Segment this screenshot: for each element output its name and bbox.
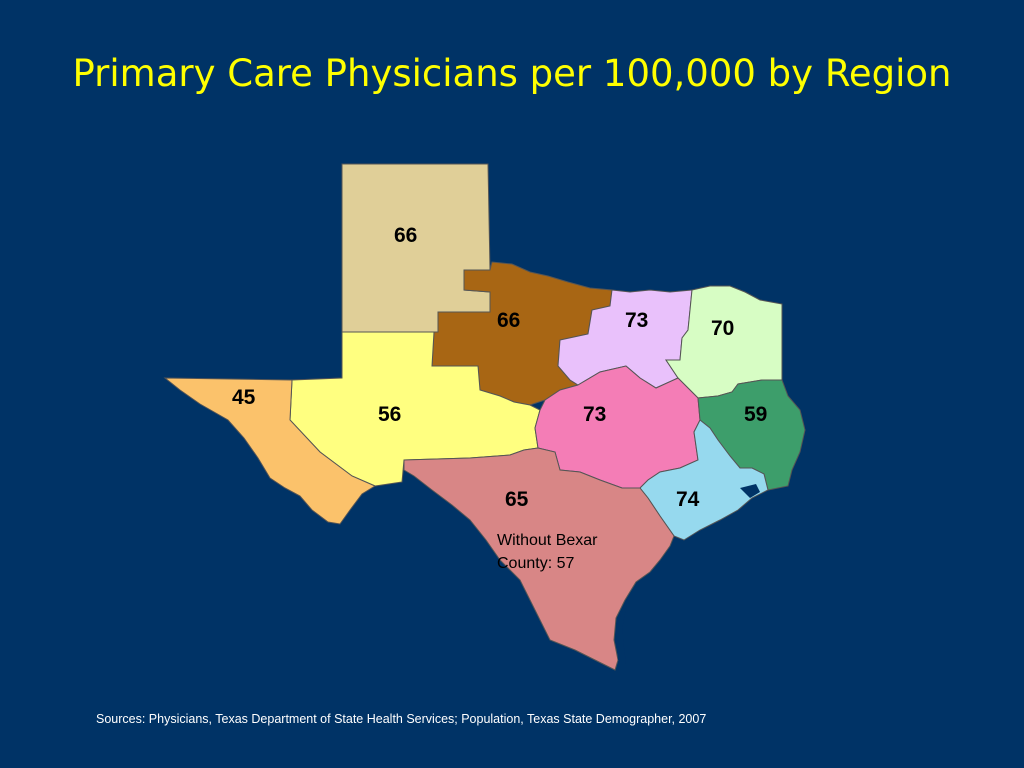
region-south [403, 447, 675, 671]
coastline-detail [740, 484, 760, 498]
value-label-west-central: 56 [378, 403, 401, 426]
value-label-south: 65 [505, 488, 529, 511]
value-label-gulf-coast: 74 [676, 488, 700, 511]
value-label-north-central: 66 [497, 309, 520, 332]
note-bexar-value: County: 57 [497, 555, 574, 572]
coastline-detail [616, 596, 628, 664]
note-without-bexar: Without Bexar [497, 532, 598, 549]
value-label-central: 73 [583, 403, 606, 426]
value-label-southeast: 59 [744, 403, 767, 426]
source-note: Sources: Physicians, Texas Department of… [96, 712, 707, 726]
value-label-northeast: 70 [711, 317, 734, 340]
value-label-dfw: 73 [625, 309, 648, 332]
region-gulf-coast [639, 419, 769, 541]
value-label-panhandle: 66 [394, 224, 417, 247]
value-label-far-west: 45 [232, 386, 256, 409]
slide-title: Primary Care Physicians per 100,000 by R… [72, 52, 952, 95]
region-panhandle [341, 163, 491, 333]
region-far-west [163, 377, 377, 525]
